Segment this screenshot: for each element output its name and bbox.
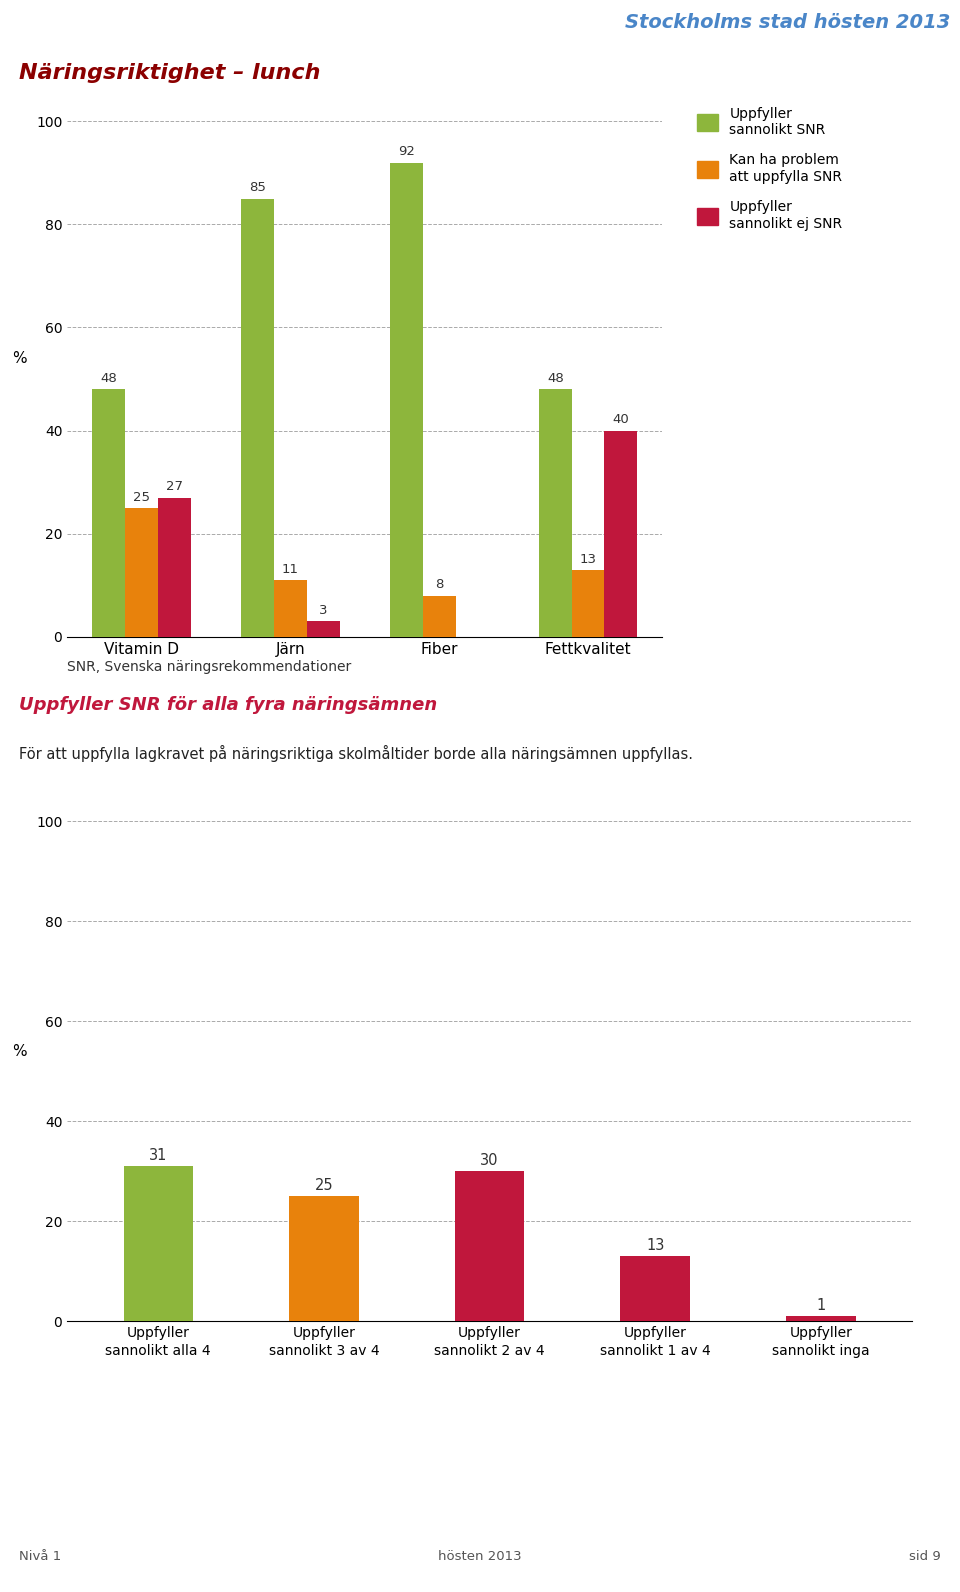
Text: 25: 25 [315, 1178, 333, 1194]
Bar [274, 579, 307, 637]
Bar [92, 390, 125, 637]
Bar [289, 1196, 359, 1321]
Bar [125, 508, 158, 637]
Bar [158, 498, 191, 637]
Text: hösten 2013: hösten 2013 [438, 1549, 522, 1563]
Text: 13: 13 [580, 552, 596, 565]
Text: Näringsriktighet – lunch: Näringsriktighet – lunch [19, 64, 321, 83]
Bar [422, 595, 456, 637]
Text: SNR, Svenska näringsrekommendationer: SNR, Svenska näringsrekommendationer [67, 661, 351, 673]
Text: 85: 85 [250, 181, 266, 194]
Text: Stockholms stad hösten 2013: Stockholms stad hösten 2013 [625, 13, 950, 32]
Text: Uppfyller SNR för alla fyra näringsämnen: Uppfyller SNR för alla fyra näringsämnen [19, 696, 438, 713]
Bar [539, 390, 571, 637]
Bar [124, 1167, 193, 1321]
Y-axis label: %: % [12, 352, 27, 366]
Text: 8: 8 [435, 578, 444, 592]
Bar [455, 1172, 524, 1321]
Text: 48: 48 [101, 373, 117, 385]
Legend: Uppfyller
sannolikt SNR, Kan ha problem
att uppfylla SNR, Uppfyller
sannolikt ej: Uppfyller sannolikt SNR, Kan ha problem … [693, 102, 847, 234]
Text: 1: 1 [816, 1299, 826, 1313]
Text: 27: 27 [166, 481, 182, 494]
Text: 25: 25 [133, 490, 150, 503]
Bar [307, 621, 340, 637]
Bar [571, 570, 605, 637]
Text: 30: 30 [480, 1153, 499, 1169]
Text: 3: 3 [319, 605, 327, 618]
Bar [241, 199, 274, 637]
Text: 11: 11 [282, 564, 299, 576]
Text: 31: 31 [149, 1148, 167, 1164]
Text: För att uppfylla lagkravet på näringsriktiga skolmåltider borde alla näringsämne: För att uppfylla lagkravet på näringsrik… [19, 745, 693, 763]
Bar [605, 430, 637, 637]
Text: 13: 13 [646, 1239, 664, 1253]
Text: 40: 40 [612, 414, 629, 427]
Text: Nivå 1: Nivå 1 [19, 1549, 61, 1563]
Y-axis label: %: % [12, 1044, 27, 1059]
Bar [786, 1317, 855, 1321]
Bar [620, 1256, 690, 1321]
Text: sid 9: sid 9 [909, 1549, 941, 1563]
Bar [390, 162, 422, 637]
Text: 92: 92 [398, 145, 415, 159]
Text: 48: 48 [547, 373, 564, 385]
